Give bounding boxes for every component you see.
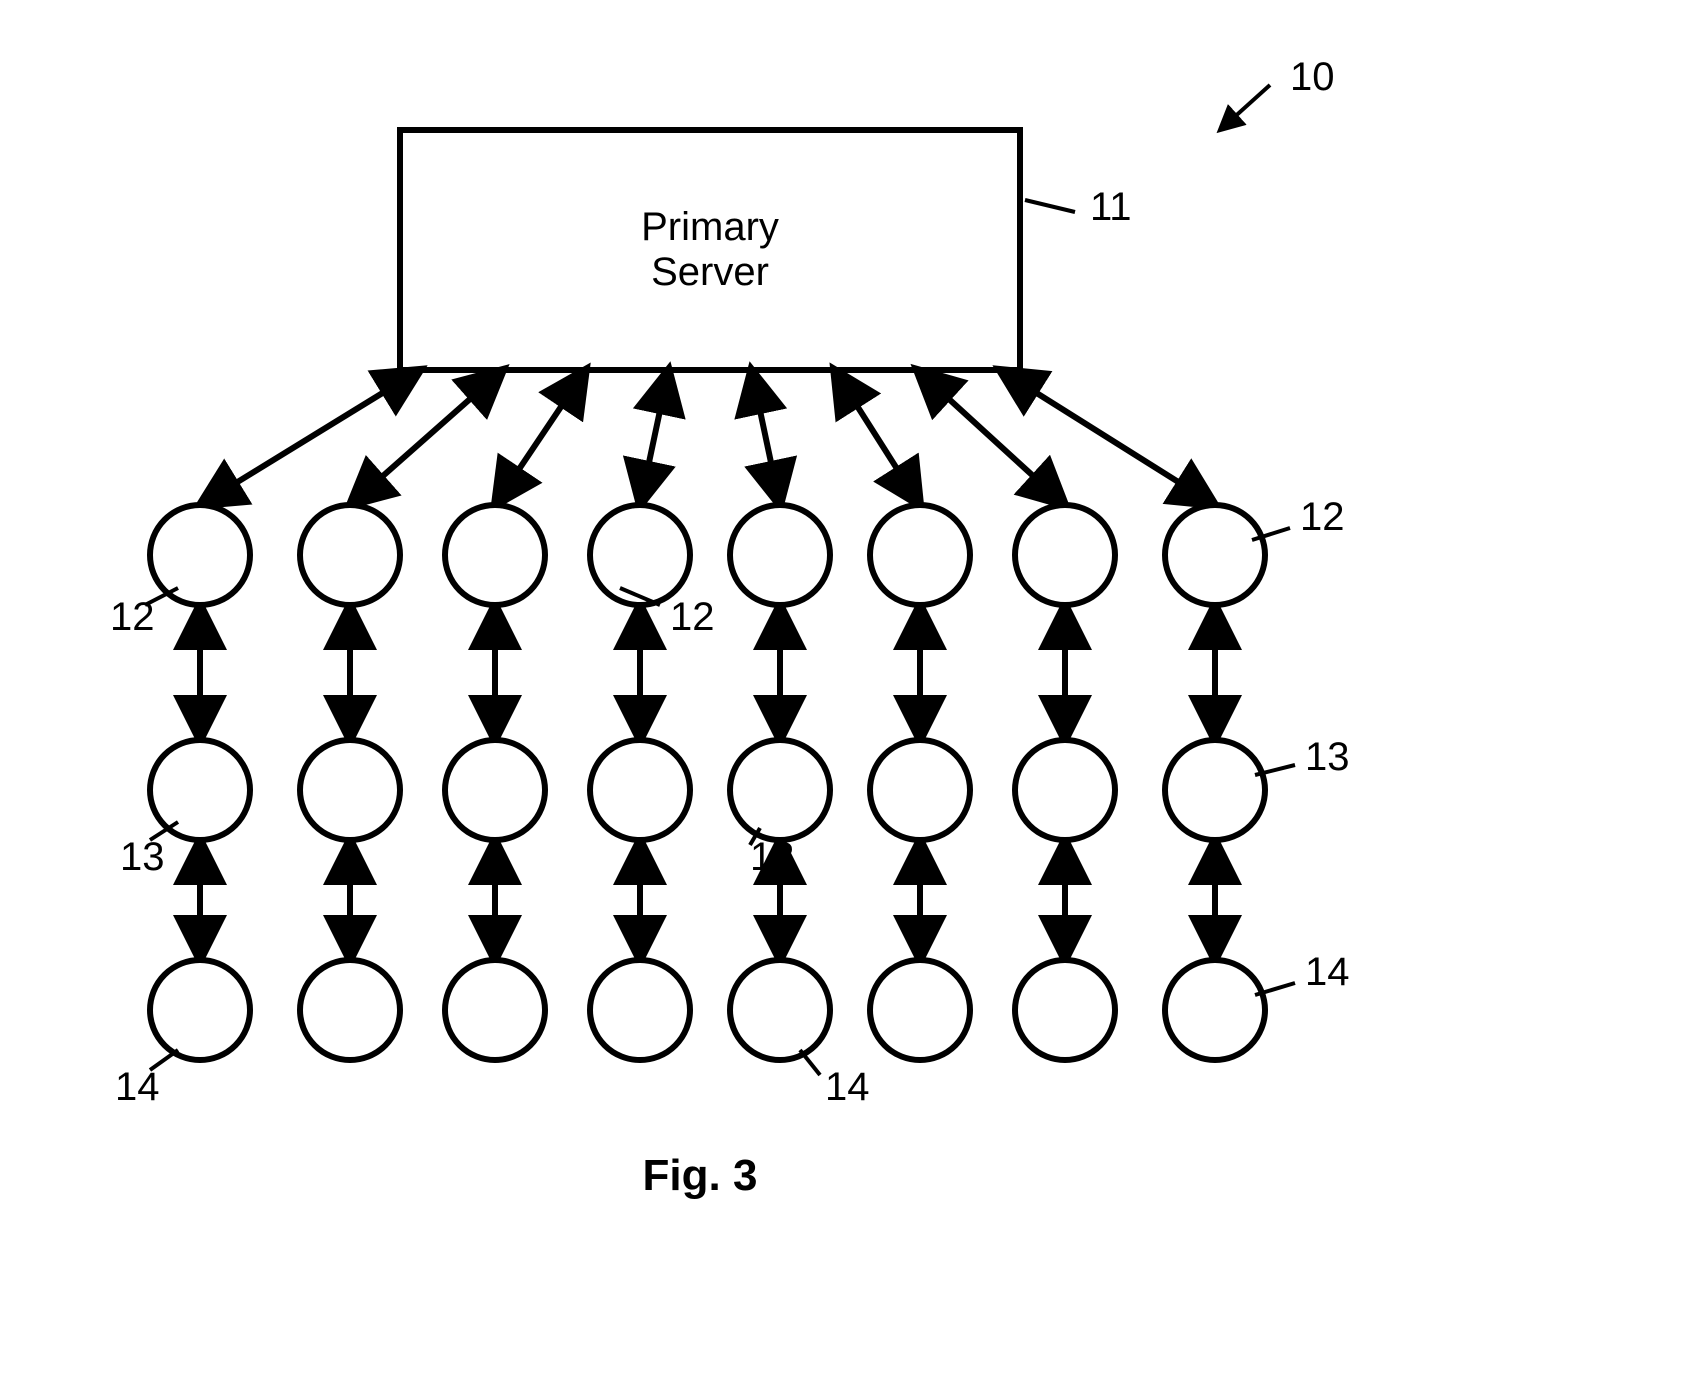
node-row2-col8	[1165, 740, 1265, 840]
node-row2-col6	[870, 740, 970, 840]
primary-server-label-2: Server	[651, 250, 769, 294]
ref-label-12-4: 12	[1300, 495, 1345, 539]
node-row1-col7	[1015, 505, 1115, 605]
node-row1-col1	[150, 505, 250, 605]
ref-label-14-8: 14	[115, 1065, 160, 1109]
ref-label-12-3: 12	[670, 595, 715, 639]
edge-server-row1-0	[200, 370, 420, 505]
ref-label-13-7: 13	[1305, 735, 1350, 779]
ref-lead-1	[1025, 200, 1075, 212]
ref-label-10-0: 10	[1290, 55, 1335, 99]
node-row2-col2	[300, 740, 400, 840]
node-row3-col5	[730, 960, 830, 1060]
ref-label-12-2: 12	[110, 595, 155, 639]
node-row2-col3	[445, 740, 545, 840]
node-row1-col6	[870, 505, 970, 605]
node-row2-col4	[590, 740, 690, 840]
edge-server-row1-4	[751, 370, 780, 505]
primary-server-label-1: Primary	[641, 205, 779, 249]
node-row3-col1	[150, 960, 250, 1060]
edge-server-row1-5	[834, 370, 920, 505]
node-row3-col3	[445, 960, 545, 1060]
node-row3-col7	[1015, 960, 1115, 1060]
node-row2-col5	[730, 740, 830, 840]
node-row3-col2	[300, 960, 400, 1060]
node-row3-col8	[1165, 960, 1265, 1060]
edge-server-row1-2	[495, 370, 586, 505]
node-row2-col1	[150, 740, 250, 840]
ref-label-13-6: 13	[750, 835, 795, 879]
client-nodes	[150, 505, 1265, 1060]
node-row1-col2	[300, 505, 400, 605]
edge-server-row1-6	[917, 370, 1065, 505]
node-row1-col8	[1165, 505, 1265, 605]
node-row1-col5	[730, 505, 830, 605]
figure-caption: Fig. 3	[643, 1151, 758, 1200]
diagram-canvas: Primary Server 10 11 12 12 12 13 13 13 14 14 14 Fi…	[0, 0, 1695, 1384]
node-row1-col3	[445, 505, 545, 605]
node-row1-col4	[590, 505, 690, 605]
ref-label-13-5: 13	[120, 835, 165, 879]
ref-label-14-9: 14	[825, 1065, 870, 1109]
ref-label-11-1: 11	[1090, 185, 1132, 229]
edge-server-row1-3	[640, 370, 669, 505]
ref-label-14-10: 14	[1305, 950, 1350, 994]
edge-server-row1-1	[350, 370, 503, 505]
server-to-row1-edges	[200, 370, 1215, 505]
ref-lead-9	[800, 1050, 820, 1075]
ref-lead-0	[1220, 85, 1270, 130]
node-row3-col4	[590, 960, 690, 1060]
node-row2-col7	[1015, 740, 1115, 840]
node-row3-col6	[870, 960, 970, 1060]
edge-server-row1-7	[1000, 370, 1215, 505]
